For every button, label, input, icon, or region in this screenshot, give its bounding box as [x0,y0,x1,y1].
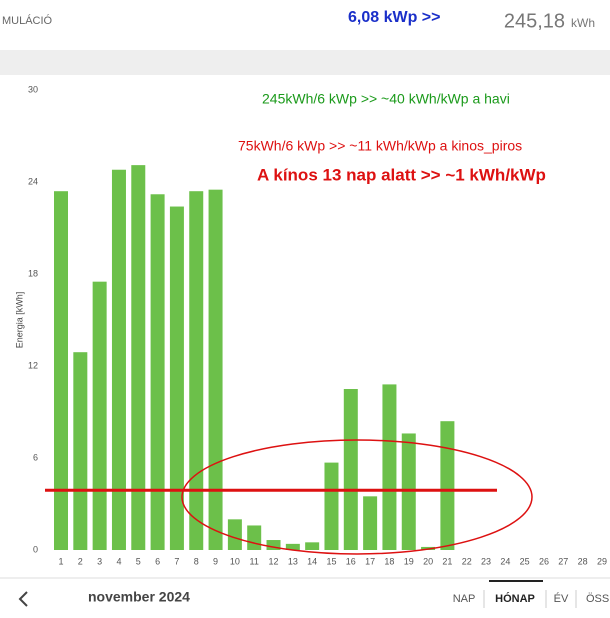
x-tick-label: 12 [269,556,279,566]
x-tick-label: 22 [462,556,472,566]
bar [382,384,397,550]
x-tick-label: 14 [307,556,317,566]
period-label: november 2024 [88,589,190,605]
highlight-ellipse [181,439,533,555]
bar [73,352,88,550]
bar [285,543,300,550]
toolbar-band [0,50,610,75]
annotation: 245kWh/6 kWp >> ~40 kWh/kWp a havi [262,91,510,107]
x-tick-label: 6 [155,556,160,566]
x-tick-label: 29 [597,556,607,566]
header-power: 6,08 kWp >> [348,9,441,26]
x-tick-label: 1 [58,556,63,566]
bar [401,433,416,550]
bar [111,169,126,550]
tab[interactable]: ÖSS [586,593,609,605]
bar [324,462,339,550]
tab-active[interactable]: HÓNAP [495,592,535,605]
y-tick-label: 24 [28,176,38,186]
bar [189,191,204,550]
x-tick-label: 26 [539,556,549,566]
x-tick-label: 16 [346,556,356,566]
x-tick-label: 18 [384,556,394,566]
header-title: MULÁCIÓ [2,14,53,27]
y-tick-label: 12 [28,360,38,370]
annotation: A kínos 13 nap alatt >> ~1 kWh/kWp [257,165,546,184]
x-tick-label: 13 [288,556,298,566]
x-tick-label: 23 [481,556,491,566]
bar [227,519,242,550]
x-tick-label: 7 [174,556,179,566]
y-tick-label: 0 [33,544,38,554]
bar [247,525,262,550]
x-tick-label: 25 [520,556,530,566]
bar [92,281,107,550]
header-total: 245,18 [504,10,565,32]
x-tick-label: 21 [442,556,452,566]
annotation: 75kWh/6 kWp >> ~11 kWh/kWp a kinos_piros [238,138,522,154]
bar [54,191,68,550]
x-tick-label: 10 [230,556,240,566]
bar [150,194,165,550]
bar [343,389,358,550]
x-tick-label: 20 [423,556,433,566]
bar [208,189,223,550]
y-axis-label: Energia [kWh] [14,292,24,349]
x-tick-label: 9 [213,556,218,566]
bar [266,540,281,550]
bar [169,206,184,551]
y-tick-label: 6 [33,452,38,462]
tab[interactable]: NAP [453,593,476,605]
x-tick-label: 2 [78,556,83,566]
x-tick-label: 24 [500,556,510,566]
x-tick-label: 8 [194,556,199,566]
y-tick-label: 30 [28,84,38,94]
x-tick-label: 28 [578,556,588,566]
bar [363,496,378,550]
bar [131,165,146,550]
bar [440,421,455,550]
y-tick-label: 18 [28,268,38,278]
x-tick-label: 17 [365,556,375,566]
x-tick-label: 27 [558,556,568,566]
tab[interactable]: ÉV [554,592,569,605]
back-button[interactable] [18,591,28,607]
header-unit: kWh [571,16,595,30]
bar [305,542,320,550]
x-tick-label: 11 [250,556,259,566]
bar [421,546,436,550]
x-tick-label: 19 [404,556,414,566]
x-tick-label: 3 [97,556,102,566]
x-tick-label: 5 [136,556,141,566]
x-tick-label: 4 [116,556,121,566]
x-tick-label: 15 [326,556,336,566]
